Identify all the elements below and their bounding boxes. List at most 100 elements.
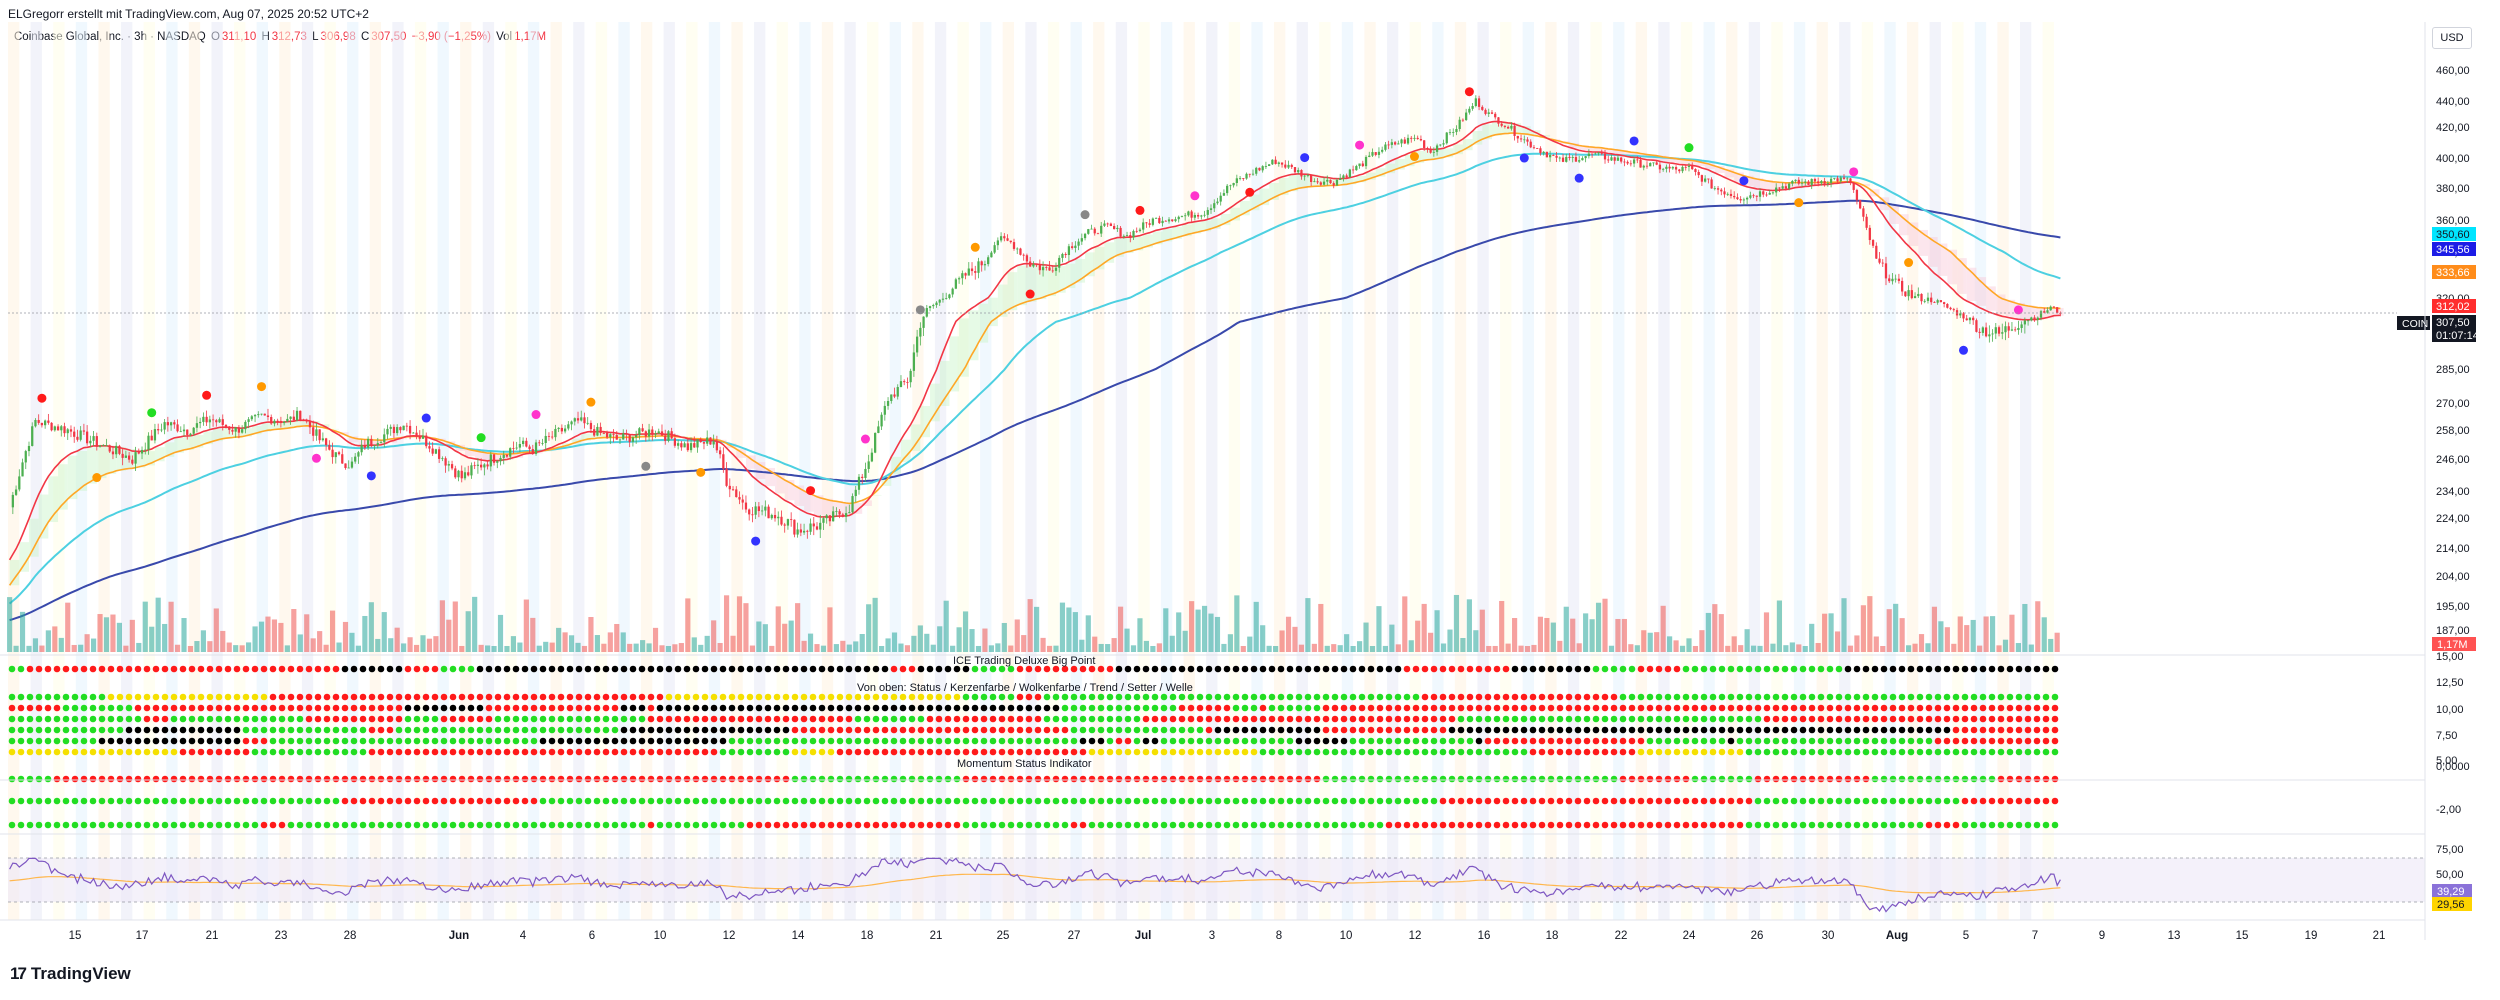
- volume-bar: [407, 637, 413, 652]
- indicator-dot: [125, 821, 133, 829]
- indicator-dot: [1691, 715, 1699, 723]
- indicator-dot: [692, 665, 700, 673]
- candle-body: [1784, 186, 1788, 189]
- indicator-dot: [233, 797, 241, 805]
- candle-body: [909, 370, 912, 383]
- candle-body: [1387, 144, 1390, 146]
- indicator-dot: [332, 797, 340, 805]
- ema-cloud-slice: [1375, 168, 1386, 177]
- indicator-dot: [539, 797, 547, 805]
- indicator-dot: [1115, 748, 1123, 756]
- indicator-dot: [1808, 821, 1816, 829]
- indicator-dot: [1070, 748, 1078, 756]
- volume-bar: [640, 640, 646, 652]
- session-stripe: [2042, 22, 2054, 920]
- currency-button[interactable]: USD: [2432, 27, 2472, 49]
- session-stripe: [776, 22, 788, 920]
- indicator-dot: [1808, 693, 1816, 701]
- ema-cloud-slice: [1802, 182, 1812, 187]
- volume-bar: [142, 601, 148, 652]
- candle-body: [389, 426, 392, 429]
- indicator-dot: [1034, 693, 1042, 701]
- indicator-dot: [1952, 726, 1960, 734]
- ema-cloud-slice: [1443, 148, 1454, 158]
- indicator-dot: [1745, 748, 1753, 756]
- indicator-dot: [1034, 748, 1042, 756]
- ema-cloud-slice: [1908, 222, 1919, 246]
- indicator-dot: [2015, 693, 2023, 701]
- candle-body: [392, 426, 396, 434]
- indicator-dot: [1043, 726, 1051, 734]
- indicator-dot: [251, 737, 259, 745]
- indicator-dot: [1070, 715, 1078, 723]
- indicator-dot: [1916, 715, 1924, 723]
- indicator-dot: [1376, 821, 1384, 829]
- indicator-dot: [1052, 821, 1060, 829]
- indicator-dot: [503, 797, 511, 805]
- candle-body: [1142, 222, 1145, 230]
- indicator-dot: [962, 715, 970, 723]
- ema-cloud-slice: [1201, 220, 1212, 232]
- indicator-dot: [494, 726, 502, 734]
- indicator-dot: [116, 715, 124, 723]
- indicator-dot: [1592, 715, 1600, 723]
- indicator-dot: [1079, 797, 1087, 805]
- indicator-dot: [377, 726, 385, 734]
- price-tick-label: 214,00: [2436, 543, 2470, 555]
- indicator-dot: [548, 704, 556, 712]
- indicator-tick-label: 75,00: [2436, 844, 2464, 856]
- candle-body: [147, 435, 150, 450]
- indicator-dot: [1646, 775, 1654, 783]
- indicator-dot: [764, 715, 772, 723]
- indicator-dot: [1916, 665, 1924, 673]
- indicator-dot: [1772, 797, 1780, 805]
- indicator-dot: [143, 797, 151, 805]
- indicator-dot: [1043, 748, 1051, 756]
- indicator-dot: [404, 775, 412, 783]
- indicator-dot: [602, 821, 610, 829]
- candle-body: [1607, 159, 1610, 161]
- candle-body: [1103, 223, 1106, 226]
- indicator-dot: [1385, 715, 1393, 723]
- indicator-dot: [359, 737, 367, 745]
- indicator-dot: [530, 726, 538, 734]
- indicator-dot: [1934, 665, 1942, 673]
- volume-bar: [807, 633, 814, 652]
- indicator-dot: [377, 704, 385, 712]
- indicator-dot: [1115, 797, 1123, 805]
- volume-bar: [1886, 609, 1892, 652]
- volume-bar: [1130, 645, 1137, 652]
- indicator-dot: [1502, 821, 1510, 829]
- indicator-dot: [296, 797, 304, 805]
- indicator-dot: [1907, 821, 1915, 829]
- candle-body: [1403, 139, 1406, 144]
- indicator-dot: [1106, 775, 1114, 783]
- candle-body: [1736, 197, 1739, 200]
- indicator-dot: [1115, 821, 1123, 829]
- volume-bar: [504, 645, 510, 652]
- candle-body: [770, 514, 773, 519]
- session-stripe: [1929, 22, 1941, 920]
- indicator-dot: [737, 748, 745, 756]
- indicator-dot: [1853, 693, 1861, 701]
- ema-cloud-slice: [1366, 172, 1376, 180]
- indicator-dot: [629, 665, 637, 673]
- indicator-dot: [1907, 715, 1915, 723]
- indicator-dot: [827, 665, 835, 673]
- candle-body: [1351, 169, 1355, 171]
- indicator-dot: [116, 797, 124, 805]
- indicator-dot: [80, 775, 88, 783]
- time-tick-label: 13: [2168, 930, 2181, 942]
- indicator-dot: [1862, 797, 1870, 805]
- volume-bar: [1421, 603, 1427, 652]
- indicator-dot: [71, 704, 79, 712]
- indicator-dot: [557, 715, 565, 723]
- indicator-dot: [854, 726, 862, 734]
- volume-bar: [1847, 645, 1854, 652]
- tradingview-logo[interactable]: 17 TradingView: [10, 964, 131, 984]
- volume-bar: [1066, 607, 1072, 652]
- indicator-dot: [1196, 821, 1204, 829]
- indicator-dot: [197, 797, 205, 805]
- indicator-dot: [2051, 797, 2059, 805]
